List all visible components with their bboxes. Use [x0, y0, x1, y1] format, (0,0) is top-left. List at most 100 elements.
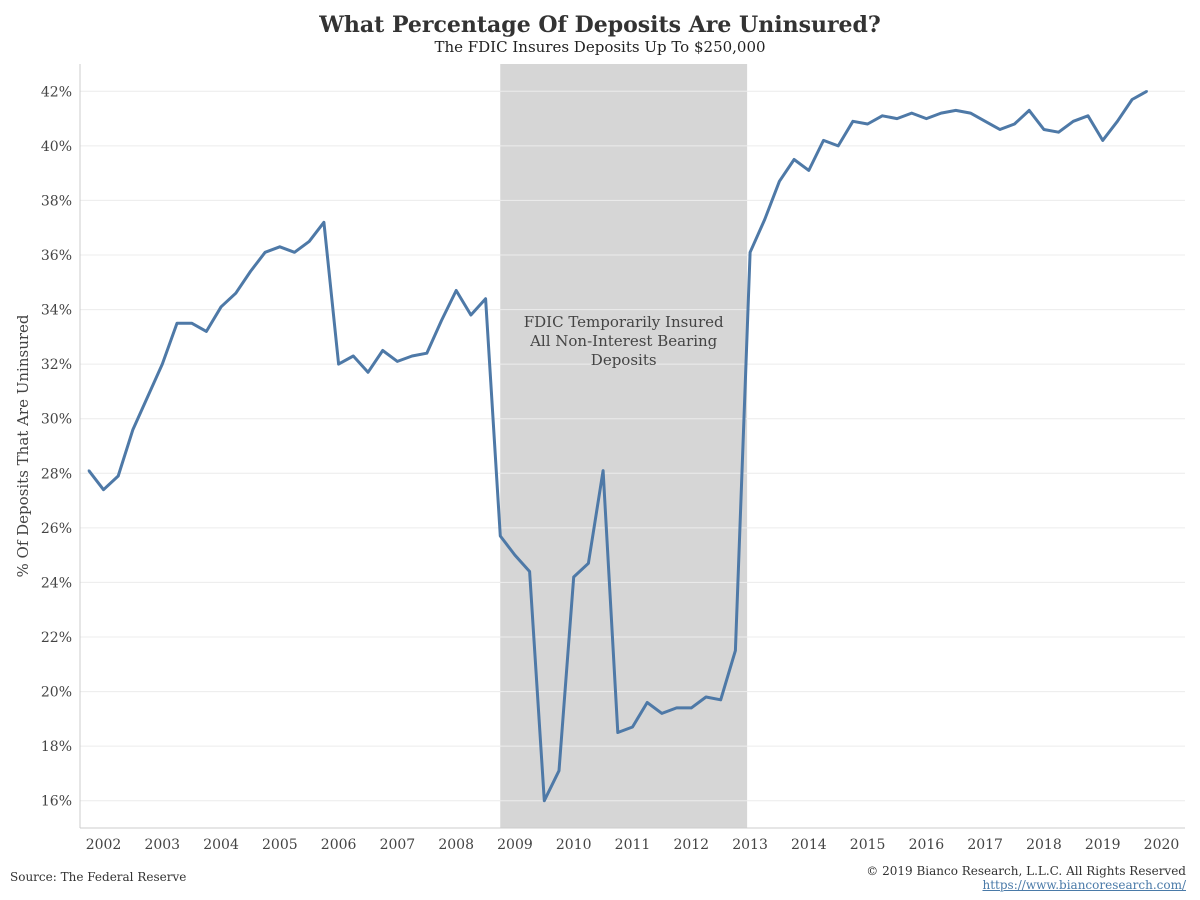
- data-point: [895, 117, 899, 120]
- data-point: [851, 120, 855, 123]
- shaded-region-label: All Non-Interest Bearing: [529, 332, 718, 350]
- x-tick-label: 2004: [203, 837, 239, 853]
- x-tick-label: 2003: [144, 837, 180, 853]
- x-tick-label: 2010: [556, 837, 592, 853]
- x-tick-label: 2005: [262, 837, 298, 853]
- x-tick-label: 2009: [497, 837, 533, 853]
- y-tick-label: 34%: [41, 303, 72, 319]
- data-point: [925, 117, 928, 120]
- source-link[interactable]: https://www.biancoresearch.com/: [982, 878, 1186, 892]
- shaded-region-label: Deposits: [591, 351, 657, 369]
- data-point: [219, 305, 223, 309]
- data-point: [366, 371, 370, 374]
- data-point: [1101, 139, 1104, 142]
- y-tick-label: 32%: [41, 357, 72, 373]
- data-point: [87, 469, 91, 472]
- x-tick-label: 2007: [380, 837, 416, 853]
- x-tick-label: 2015: [850, 837, 886, 853]
- data-point: [822, 139, 825, 142]
- data-point: [734, 649, 737, 652]
- x-tick-label: 2012: [673, 837, 709, 853]
- data-point: [1130, 98, 1134, 101]
- data-point: [1013, 122, 1016, 126]
- data-point: [587, 562, 590, 565]
- data-point: [234, 292, 237, 295]
- data-point: [484, 297, 487, 300]
- data-point: [910, 111, 913, 115]
- x-tick-label: 2013: [732, 837, 768, 853]
- data-point: [704, 695, 708, 699]
- data-point: [601, 469, 605, 472]
- data-point: [440, 319, 443, 322]
- data-point: [983, 120, 987, 123]
- data-point: [425, 352, 428, 355]
- data-point: [175, 322, 179, 325]
- data-point: [322, 221, 326, 224]
- data-point: [969, 111, 972, 115]
- source-note: Source: The Federal Reserve: [10, 870, 187, 884]
- data-point: [1086, 114, 1090, 118]
- x-tick-label: 2017: [967, 837, 1003, 853]
- data-point: [837, 144, 840, 148]
- data-point: [102, 488, 105, 491]
- data-point: [308, 240, 311, 243]
- x-tick-label: 2006: [321, 837, 357, 853]
- chart-title: What Percentage Of Deposits Are Uninsure…: [319, 12, 881, 38]
- data-point: [263, 251, 267, 254]
- data-point: [792, 158, 796, 161]
- data-point: [278, 245, 282, 249]
- data-point: [396, 360, 399, 363]
- data-point: [719, 698, 722, 701]
- data-point: [1057, 131, 1060, 134]
- y-tick-label: 26%: [41, 521, 72, 537]
- data-point: [645, 701, 649, 704]
- data-point: [660, 712, 664, 715]
- data-point: [117, 474, 120, 478]
- data-point: [513, 553, 517, 557]
- data-point: [146, 395, 149, 399]
- data-point: [748, 251, 752, 254]
- copyright-note: © 2019 Bianco Research, L.L.C. All Right…: [866, 864, 1186, 878]
- x-tick-label: 2016: [909, 837, 945, 853]
- data-point: [572, 575, 575, 579]
- shaded-region: [500, 64, 748, 828]
- data-point: [557, 769, 561, 772]
- data-point: [499, 534, 502, 538]
- data-point: [778, 180, 781, 183]
- data-point: [131, 428, 135, 431]
- x-tick-label: 2002: [86, 837, 122, 853]
- y-tick-label: 20%: [41, 685, 72, 701]
- data-point: [249, 270, 252, 273]
- x-tick-label: 2020: [1144, 837, 1180, 853]
- data-point: [1072, 120, 1075, 123]
- x-tick-label: 2019: [1085, 837, 1121, 853]
- x-tick-label: 2014: [791, 837, 827, 853]
- data-point: [469, 313, 473, 317]
- y-tick-label: 28%: [41, 466, 72, 482]
- data-point: [337, 362, 340, 366]
- data-point: [190, 322, 193, 325]
- data-point: [543, 799, 546, 802]
- y-tick-label: 38%: [41, 193, 72, 209]
- y-tick-label: 22%: [41, 630, 72, 646]
- data-point: [161, 362, 164, 366]
- chart-subtitle: The FDIC Insures Deposits Up To $250,000: [434, 38, 766, 56]
- data-point: [881, 114, 884, 118]
- data-point: [410, 354, 414, 358]
- y-tick-label: 18%: [41, 739, 72, 755]
- data-point: [1042, 128, 1046, 131]
- data-point: [1116, 120, 1119, 123]
- data-point: [631, 725, 634, 729]
- data-point: [939, 111, 943, 115]
- y-tick-label: 40%: [41, 139, 72, 155]
- y-tick-label: 30%: [41, 412, 72, 428]
- data-point: [954, 109, 957, 112]
- data-point: [866, 122, 869, 126]
- data-point: [998, 128, 1002, 131]
- y-axis-label: % Of Deposits That Are Uninsured: [14, 314, 32, 577]
- y-tick-label: 16%: [41, 794, 72, 810]
- shaded-region-label: FDIC Temporarily Insured: [524, 313, 724, 331]
- data-point: [381, 349, 384, 352]
- data-point: [528, 570, 531, 573]
- data-point: [352, 354, 355, 358]
